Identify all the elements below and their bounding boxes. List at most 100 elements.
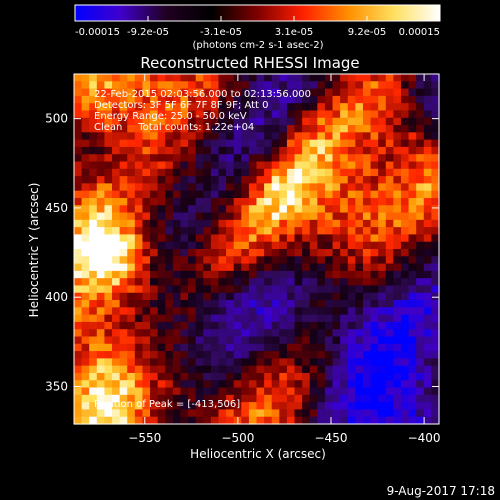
heatmap-cell bbox=[112, 146, 121, 155]
heatmap-cell bbox=[279, 205, 288, 214]
heatmap-cell bbox=[431, 183, 440, 192]
heatmap-cell bbox=[248, 125, 258, 133]
heatmap-cell bbox=[248, 270, 258, 279]
heatmap-cell bbox=[142, 132, 151, 141]
heatmap-cell bbox=[423, 380, 432, 389]
heatmap-cell bbox=[188, 263, 197, 272]
heatmap-cell bbox=[302, 161, 311, 170]
heatmap-cell bbox=[423, 183, 432, 192]
heatmap-cell bbox=[294, 387, 303, 396]
heatmap-cell bbox=[271, 307, 280, 316]
heatmap-cell bbox=[172, 292, 182, 301]
heatmap-cell bbox=[226, 154, 235, 163]
heatmap-cell bbox=[385, 416, 394, 425]
heatmap-cell bbox=[408, 336, 417, 345]
heatmap-cell bbox=[347, 117, 356, 126]
heatmap bbox=[74, 74, 440, 425]
heatmap-cell bbox=[393, 197, 402, 206]
heatmap-cell bbox=[203, 95, 212, 104]
heatmap-cell bbox=[119, 249, 128, 257]
heatmap-cell bbox=[256, 74, 265, 82]
heatmap-cell bbox=[172, 95, 182, 104]
heatmap-cell bbox=[378, 394, 387, 403]
heatmap-cell bbox=[332, 88, 341, 97]
heatmap-cell bbox=[317, 329, 326, 338]
heatmap-cell bbox=[385, 394, 394, 403]
heatmap-cell bbox=[362, 409, 372, 418]
heatmap-cell bbox=[112, 132, 121, 141]
heatmap-cell bbox=[286, 249, 296, 257]
heatmap-cell bbox=[134, 161, 144, 170]
heatmap-cell bbox=[74, 190, 83, 199]
heatmap-cell bbox=[416, 117, 425, 126]
heatmap-cell bbox=[400, 125, 410, 133]
heatmap-cell bbox=[362, 241, 372, 250]
heatmap-cell bbox=[233, 241, 242, 250]
heatmap-cell bbox=[264, 372, 273, 381]
heatmap-cell bbox=[256, 351, 265, 359]
heatmap-cell bbox=[127, 270, 136, 279]
heatmap-cell bbox=[150, 168, 159, 177]
heatmap-cell bbox=[431, 227, 440, 236]
heatmap-cell bbox=[81, 314, 90, 323]
heatmap-cell bbox=[370, 278, 379, 287]
heatmap-cell bbox=[393, 285, 402, 294]
heatmap-cell bbox=[112, 154, 121, 163]
heatmap-cell bbox=[370, 161, 379, 170]
heatmap-cell bbox=[248, 234, 258, 243]
heatmap-cell bbox=[195, 263, 204, 272]
heatmap-cell bbox=[248, 205, 258, 214]
heatmap-cell bbox=[165, 212, 174, 221]
heatmap-cell bbox=[385, 402, 394, 411]
heatmap-cell bbox=[127, 81, 136, 90]
heatmap-cell bbox=[362, 314, 372, 323]
heatmap-cell bbox=[203, 372, 212, 381]
heatmap-cell bbox=[400, 197, 410, 206]
heatmap-cell bbox=[271, 212, 280, 221]
heatmap-cell bbox=[370, 387, 379, 396]
heatmap-cell bbox=[218, 278, 227, 287]
heatmap-cell bbox=[233, 380, 242, 389]
heatmap-cell bbox=[248, 176, 258, 184]
heatmap-cell bbox=[324, 190, 334, 199]
heatmap-cell bbox=[286, 402, 296, 411]
heatmap-cell bbox=[112, 110, 121, 119]
heatmap-cell bbox=[172, 278, 182, 287]
heatmap-cell bbox=[264, 117, 273, 126]
heatmap-cell bbox=[302, 146, 311, 155]
heatmap-cell bbox=[355, 402, 364, 411]
heatmap-cell bbox=[119, 205, 128, 214]
heatmap-cell bbox=[248, 307, 258, 316]
heatmap-cell bbox=[264, 103, 273, 112]
heatmap-cell bbox=[347, 402, 356, 411]
heatmap-cell bbox=[89, 95, 98, 104]
heatmap-cell bbox=[400, 380, 410, 389]
heatmap-cell bbox=[172, 358, 182, 367]
heatmap-cell bbox=[378, 161, 387, 170]
heatmap-cell bbox=[81, 81, 90, 90]
heatmap-cell bbox=[431, 139, 440, 148]
heatmap-cell bbox=[218, 205, 227, 214]
heatmap-cell bbox=[81, 409, 90, 418]
heatmap-cell bbox=[279, 336, 288, 345]
heatmap-cell bbox=[142, 372, 151, 381]
heatmap-cell bbox=[400, 285, 410, 294]
heatmap-cell bbox=[241, 402, 250, 411]
heatmap-cell bbox=[370, 300, 379, 308]
heatmap-cell bbox=[286, 168, 296, 177]
heatmap-cell bbox=[378, 103, 387, 112]
heatmap-cell bbox=[416, 183, 425, 192]
heatmap-cell bbox=[188, 307, 197, 316]
heatmap-cell bbox=[165, 183, 174, 192]
heatmap-cell bbox=[393, 219, 402, 228]
heatmap-cell bbox=[218, 343, 227, 352]
heatmap-cell bbox=[180, 110, 189, 119]
heatmap-cell bbox=[416, 380, 425, 389]
colorbar-tick-label: 9.2e-05 bbox=[348, 27, 386, 38]
heatmap-cell bbox=[385, 263, 394, 272]
heatmap-cell bbox=[317, 103, 326, 112]
heatmap-cell bbox=[218, 234, 227, 243]
heatmap-cell bbox=[317, 234, 326, 243]
heatmap-cell bbox=[165, 409, 174, 418]
heatmap-cell bbox=[195, 256, 204, 265]
